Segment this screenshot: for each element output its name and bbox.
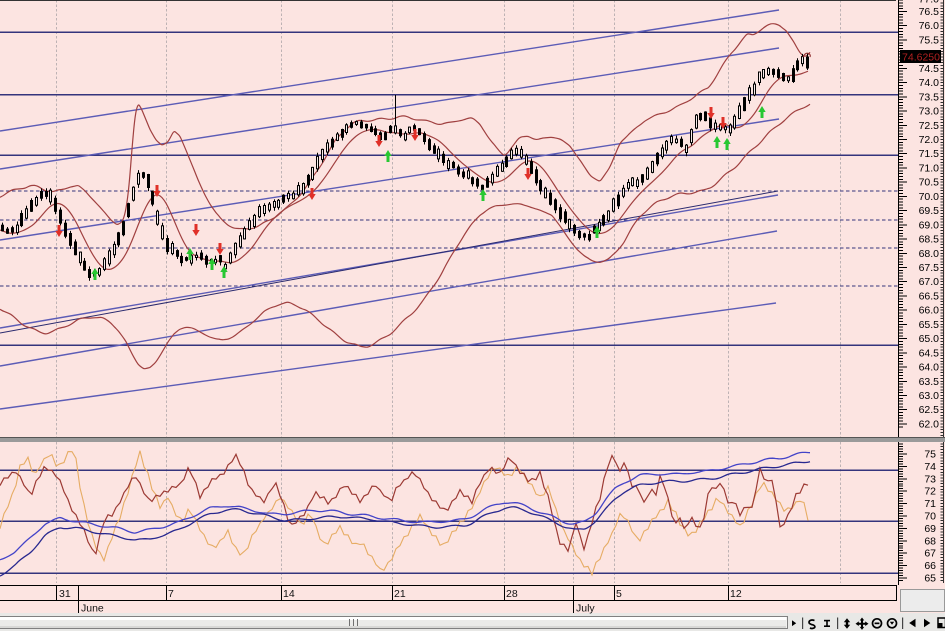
- svg-text:69.0: 69.0: [919, 219, 940, 231]
- svg-text:5: 5: [616, 588, 622, 600]
- svg-text:71.0: 71.0: [919, 162, 940, 174]
- svg-text:74: 74: [924, 461, 936, 473]
- svg-text:70: 70: [924, 511, 936, 523]
- svg-text:77.0: 77.0: [919, 0, 940, 6]
- svg-text:76.0: 76.0: [919, 20, 940, 32]
- svg-text:68: 68: [924, 535, 936, 547]
- svg-text:65.0: 65.0: [919, 333, 940, 345]
- svg-text:66.5: 66.5: [919, 290, 940, 302]
- svg-text:21: 21: [394, 588, 406, 600]
- svg-text:74.5: 74.5: [919, 63, 940, 75]
- svg-text:63.5: 63.5: [919, 376, 940, 388]
- svg-text:70.5: 70.5: [919, 177, 940, 189]
- svg-text:71: 71: [924, 498, 936, 510]
- svg-text:65: 65: [924, 573, 936, 585]
- svg-text:75: 75: [924, 449, 936, 461]
- svg-text:74.6250: 74.6250: [902, 52, 940, 64]
- svg-text:64.0: 64.0: [919, 362, 940, 374]
- svg-text:7: 7: [168, 588, 174, 600]
- svg-text:72: 72: [924, 486, 936, 498]
- svg-text:12: 12: [730, 588, 742, 600]
- svg-text:73.0: 73.0: [919, 106, 940, 118]
- svg-text:67: 67: [924, 548, 936, 560]
- svg-text:65.5: 65.5: [919, 319, 940, 331]
- svg-text:July: July: [576, 603, 595, 615]
- svg-text:14: 14: [283, 588, 295, 600]
- svg-text:72.0: 72.0: [919, 134, 940, 146]
- svg-text:62.5: 62.5: [919, 404, 940, 416]
- svg-text:71.5: 71.5: [919, 148, 940, 160]
- svg-text:75.5: 75.5: [919, 34, 940, 46]
- svg-text:62.0: 62.0: [919, 418, 940, 430]
- svg-text:69.5: 69.5: [919, 205, 940, 217]
- svg-text:64.5: 64.5: [919, 347, 940, 359]
- svg-text:28: 28: [506, 588, 518, 600]
- svg-text:68.5: 68.5: [919, 234, 940, 246]
- svg-text:76.5: 76.5: [919, 6, 940, 18]
- svg-text:69: 69: [924, 523, 936, 535]
- svg-text:73: 73: [924, 473, 936, 485]
- svg-text:66.0: 66.0: [919, 305, 940, 317]
- svg-text:67.5: 67.5: [919, 262, 940, 274]
- svg-text:72.5: 72.5: [919, 120, 940, 132]
- svg-text:68.0: 68.0: [919, 248, 940, 260]
- svg-text:67.0: 67.0: [919, 276, 940, 288]
- svg-text:70.0: 70.0: [919, 191, 940, 203]
- svg-text:June: June: [81, 603, 104, 615]
- svg-text:73.5: 73.5: [919, 91, 940, 103]
- svg-text:31: 31: [59, 588, 71, 600]
- svg-text:63.0: 63.0: [919, 390, 940, 402]
- svg-text:74.0: 74.0: [919, 77, 940, 89]
- svg-text:66: 66: [924, 560, 936, 572]
